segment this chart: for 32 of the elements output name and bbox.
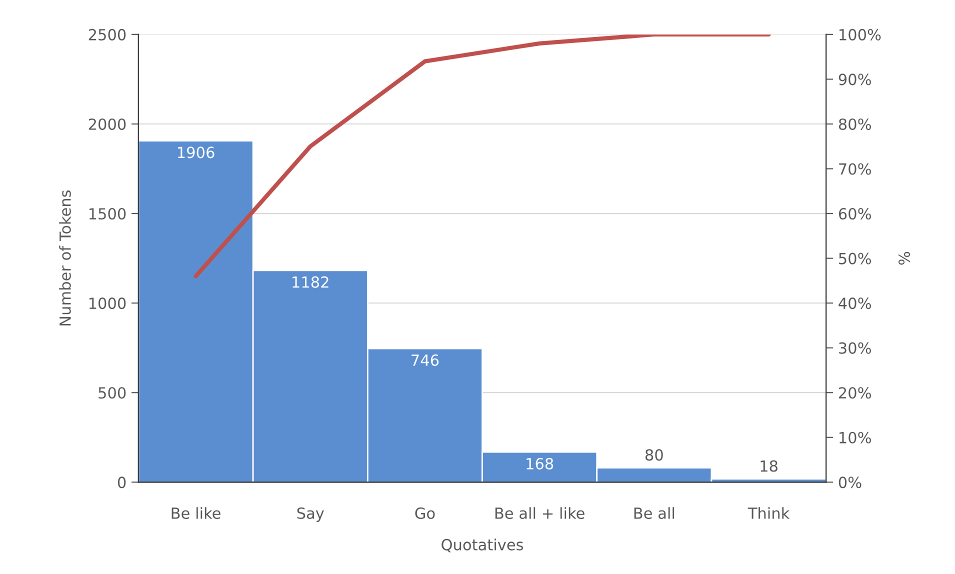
y-tick-label: 0	[118, 476, 126, 488]
y2-tick-label: 40%	[838, 298, 871, 310]
y2-tick-label: 50%	[839, 252, 871, 264]
data-label: 18	[760, 460, 778, 472]
y2-tick-label: 90%	[838, 74, 871, 86]
data-label: 168	[526, 458, 554, 470]
data-label: 1906	[178, 146, 214, 158]
x-tick-label: Be all + like	[495, 507, 584, 519]
x-tick-label: Be like	[172, 507, 220, 519]
y2-tick-label: 20%	[839, 387, 871, 399]
x-tick-label: Say	[297, 507, 324, 522]
y2-tick-label: 100%	[840, 28, 881, 40]
x-tick-label: Go	[415, 507, 435, 519]
y2-tick-label: 10%	[840, 432, 871, 444]
data-label: 80	[645, 449, 663, 461]
y2-tick-label: 80%	[838, 118, 871, 130]
x-tick-label: Be all	[634, 507, 674, 519]
y2-tick-label: 30%	[839, 342, 871, 354]
y-tick-label: 500	[98, 387, 126, 399]
y2-axis-title: %	[898, 252, 910, 265]
y-tick-label: 2500	[88, 28, 126, 40]
y2-tick-label: 0%	[838, 476, 862, 488]
y-tick-label: 1500	[89, 208, 126, 220]
x-axis-title: Quotatives	[442, 538, 524, 552]
y2-tick-label: 60%	[838, 208, 871, 220]
data-label: 1182	[292, 276, 328, 288]
y-tick-label: 2000	[88, 118, 126, 130]
y-axis-title: Number of Tokens	[59, 190, 71, 326]
y2-tick-label: 70%	[839, 163, 871, 175]
x-tick-label: Think	[748, 507, 790, 519]
data-label: 746	[412, 354, 439, 366]
y-tick-label: 1000	[89, 298, 126, 310]
